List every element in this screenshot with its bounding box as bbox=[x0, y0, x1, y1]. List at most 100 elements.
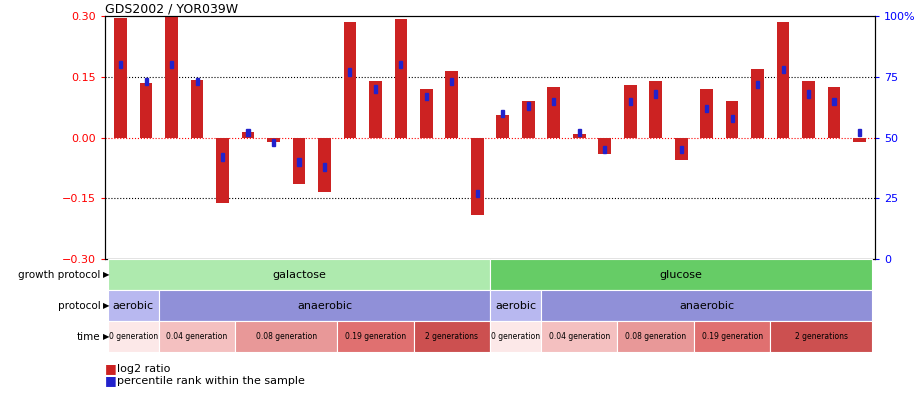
Bar bbox=[170, 61, 173, 68]
Bar bbox=[522, 101, 535, 138]
Bar bbox=[624, 85, 637, 138]
Bar bbox=[471, 138, 484, 215]
Text: growth protocol: growth protocol bbox=[18, 270, 101, 280]
Text: protocol: protocol bbox=[58, 301, 101, 311]
Bar bbox=[395, 19, 408, 138]
Bar bbox=[344, 22, 356, 138]
Bar bbox=[603, 146, 606, 153]
Text: 0.08 generation: 0.08 generation bbox=[256, 333, 317, 341]
Bar bbox=[242, 132, 255, 138]
Bar bbox=[628, 98, 632, 105]
Bar bbox=[496, 115, 509, 138]
Bar bbox=[725, 101, 738, 138]
Bar bbox=[374, 85, 377, 93]
Bar bbox=[195, 78, 199, 85]
Bar bbox=[598, 138, 611, 154]
Bar bbox=[541, 321, 617, 352]
Bar bbox=[751, 69, 764, 138]
Bar bbox=[348, 68, 352, 76]
Bar bbox=[694, 321, 770, 352]
Text: 0.04 generation: 0.04 generation bbox=[549, 333, 610, 341]
Bar bbox=[756, 81, 759, 88]
Bar bbox=[572, 134, 585, 138]
Text: galactose: galactose bbox=[272, 270, 326, 280]
Text: ▶: ▶ bbox=[103, 301, 109, 310]
Bar bbox=[548, 87, 560, 138]
Bar bbox=[552, 98, 555, 105]
Bar bbox=[617, 321, 694, 352]
Text: 0.19 generation: 0.19 generation bbox=[702, 333, 763, 341]
Bar bbox=[680, 146, 682, 153]
Bar bbox=[858, 129, 861, 136]
Bar bbox=[490, 259, 872, 290]
Bar bbox=[369, 81, 382, 138]
Text: 0 generation: 0 generation bbox=[491, 333, 540, 341]
Bar bbox=[700, 89, 713, 138]
Bar bbox=[541, 290, 872, 321]
Bar bbox=[108, 259, 490, 290]
Text: 0.04 generation: 0.04 generation bbox=[167, 333, 228, 341]
Bar bbox=[158, 290, 490, 321]
Bar bbox=[323, 163, 326, 171]
Text: percentile rank within the sample: percentile rank within the sample bbox=[117, 376, 305, 386]
Text: aerobic: aerobic bbox=[113, 301, 154, 311]
Bar bbox=[451, 78, 453, 85]
Bar bbox=[445, 71, 458, 138]
Text: glucose: glucose bbox=[660, 270, 703, 280]
Bar bbox=[853, 138, 866, 142]
Text: ■: ■ bbox=[105, 374, 121, 387]
Text: ▶: ▶ bbox=[103, 333, 109, 341]
Bar bbox=[108, 290, 158, 321]
Bar bbox=[675, 138, 688, 160]
Bar bbox=[246, 129, 249, 136]
Bar bbox=[272, 139, 275, 146]
Bar bbox=[770, 321, 872, 352]
Bar bbox=[399, 61, 402, 68]
Bar bbox=[802, 81, 815, 138]
Bar bbox=[490, 321, 541, 352]
Bar bbox=[781, 66, 785, 73]
Bar bbox=[527, 102, 529, 110]
Bar bbox=[501, 110, 505, 117]
Text: time: time bbox=[77, 332, 101, 342]
Text: log2 ratio: log2 ratio bbox=[117, 364, 170, 373]
Text: ▶: ▶ bbox=[103, 270, 109, 279]
Bar bbox=[807, 90, 810, 98]
Text: 2 generations: 2 generations bbox=[425, 333, 478, 341]
Text: ■: ■ bbox=[105, 362, 121, 375]
Bar bbox=[216, 138, 229, 203]
Text: 0.19 generation: 0.19 generation bbox=[344, 333, 406, 341]
Bar bbox=[292, 138, 305, 184]
Bar bbox=[145, 78, 147, 85]
Bar bbox=[221, 153, 224, 161]
Bar bbox=[114, 18, 127, 138]
Bar bbox=[578, 129, 581, 136]
Bar bbox=[165, 15, 178, 138]
Text: 0 generation: 0 generation bbox=[109, 333, 158, 341]
Bar bbox=[475, 190, 479, 197]
Text: GDS2002 / YOR039W: GDS2002 / YOR039W bbox=[105, 2, 238, 15]
Bar bbox=[425, 93, 428, 100]
Text: anaerobic: anaerobic bbox=[679, 301, 735, 311]
Bar bbox=[654, 90, 657, 98]
Bar bbox=[191, 80, 203, 138]
Bar bbox=[705, 105, 708, 112]
Text: 0.08 generation: 0.08 generation bbox=[625, 333, 686, 341]
Text: anaerobic: anaerobic bbox=[297, 301, 352, 311]
Text: 2 generations: 2 generations bbox=[795, 333, 848, 341]
Bar bbox=[119, 61, 122, 68]
Bar bbox=[777, 22, 790, 138]
Bar bbox=[298, 158, 300, 166]
Bar bbox=[828, 87, 840, 138]
Bar bbox=[337, 321, 414, 352]
Bar bbox=[490, 290, 541, 321]
Bar bbox=[649, 81, 662, 138]
Bar bbox=[158, 321, 235, 352]
Bar bbox=[318, 138, 331, 192]
Text: aerobic: aerobic bbox=[495, 301, 536, 311]
Bar bbox=[140, 83, 152, 138]
Bar bbox=[833, 98, 835, 105]
Bar bbox=[267, 138, 280, 142]
Bar bbox=[235, 321, 337, 352]
Bar bbox=[108, 321, 158, 352]
